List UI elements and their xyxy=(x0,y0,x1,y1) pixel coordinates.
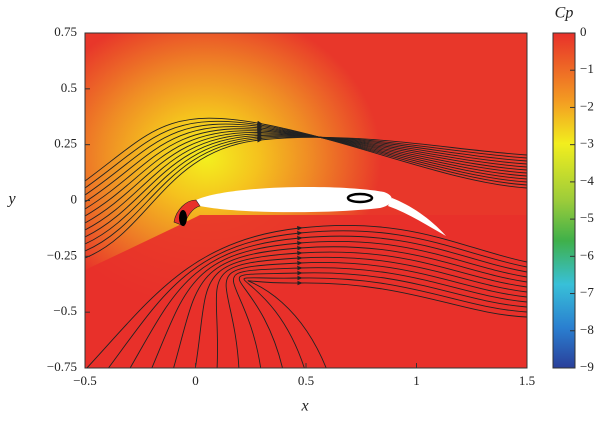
streamline xyxy=(215,255,527,368)
colorbar-tick-label: 0 xyxy=(580,24,587,39)
streamline xyxy=(243,275,527,368)
colorbar-tick-label: −3 xyxy=(580,136,594,151)
colorbar-tick-label: −1 xyxy=(580,61,594,76)
y-tick-label: −0.75 xyxy=(47,359,77,374)
x-tick-label: 1.5 xyxy=(519,373,535,388)
streamline xyxy=(85,117,527,189)
streamline xyxy=(107,230,527,368)
pressure-field-lower xyxy=(85,215,527,368)
streamline xyxy=(238,270,527,368)
colorbar-tick-label: −5 xyxy=(580,210,594,225)
colorbar-tick-label: −6 xyxy=(580,247,594,262)
colorbar-tick-label: −8 xyxy=(580,322,594,337)
streamline xyxy=(225,260,527,368)
streamlines xyxy=(85,117,527,368)
y-tick-label: 0.25 xyxy=(54,136,77,151)
slat-cove xyxy=(179,210,187,226)
streamline xyxy=(247,280,527,368)
colorbar xyxy=(552,32,576,369)
y-tick-label: 0 xyxy=(71,191,78,206)
colorbar-tick-label: −9 xyxy=(580,359,594,374)
y-tick-label: −0.5 xyxy=(53,303,77,318)
streamline xyxy=(232,265,527,368)
streamline xyxy=(194,250,527,368)
x-axis-label: x xyxy=(300,398,308,415)
main-element xyxy=(196,187,392,213)
y-tick-label: 0.75 xyxy=(54,24,77,39)
colorbar-tick-label: −7 xyxy=(580,285,594,300)
y-tick-label: 0.5 xyxy=(61,80,77,95)
colorbar-title: Cp xyxy=(555,5,574,22)
y-tick-label: −0.25 xyxy=(47,247,77,262)
colorbar-tick-label: −2 xyxy=(580,98,594,113)
streamline xyxy=(86,224,527,368)
streamline xyxy=(173,245,527,368)
x-tick-label: 0 xyxy=(192,373,199,388)
contour-field xyxy=(85,33,527,368)
streamline xyxy=(129,235,527,368)
vortex xyxy=(346,192,374,204)
streamline xyxy=(151,240,527,368)
x-tick-label: 1 xyxy=(413,373,420,388)
y-axis-label: y xyxy=(6,191,16,208)
flap xyxy=(388,198,446,236)
x-tick-label: 0.5 xyxy=(298,373,314,388)
x-tick-label: −0.5 xyxy=(73,373,97,388)
colorbar-tick-label: −4 xyxy=(580,173,594,188)
